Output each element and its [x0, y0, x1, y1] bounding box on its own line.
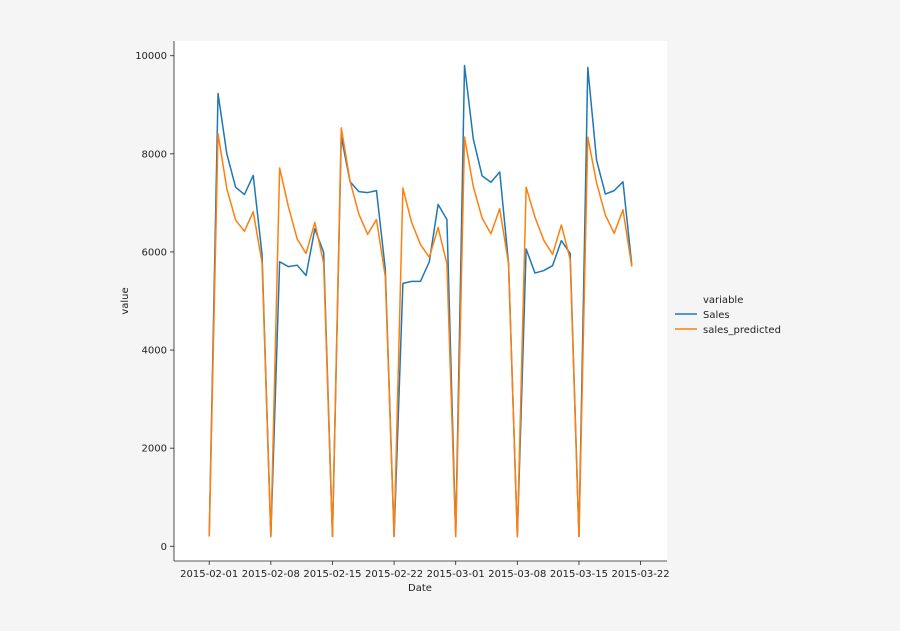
x-ticks: 2015-02-01 2015-02-08 2015-02-15 2015-02-22…: [180, 561, 670, 580]
x-axis-title: Date: [408, 583, 432, 594]
x-tick-label: 2015-02-15: [303, 569, 361, 580]
legend: variable Sales sales_predicted: [675, 295, 781, 336]
x-tick-label: 2015-02-01: [180, 569, 238, 580]
y-axis-title: value: [120, 287, 131, 314]
series-line-sales-predicted: [208, 127, 633, 538]
x-tick-label: 2015-02-22: [365, 569, 423, 580]
x-tick-label: 2015-02-08: [242, 569, 300, 580]
x-tick-label: 2015-03-08: [488, 569, 546, 580]
series-line-sales: [208, 64, 633, 538]
y-ticks: 0 2000 4000 6000 8000 10000: [135, 51, 174, 553]
x-tick-label: 2015-03-22: [612, 569, 670, 580]
legend-title: variable: [703, 295, 743, 306]
series-layer: [208, 64, 633, 538]
y-tick-label: 6000: [142, 247, 167, 258]
y-tick-label: 0: [161, 542, 167, 553]
y-tick-label: 4000: [142, 346, 167, 357]
legend-label-sales-predicted: sales_predicted: [703, 325, 781, 336]
y-tick-label: 8000: [142, 149, 167, 160]
y-tick-label: 10000: [135, 51, 167, 62]
x-tick-label: 2015-03-15: [550, 569, 608, 580]
y-tick-label: 2000: [142, 444, 167, 455]
x-tick-label: 2015-03-01: [427, 569, 485, 580]
legend-label-sales: Sales: [703, 310, 730, 321]
